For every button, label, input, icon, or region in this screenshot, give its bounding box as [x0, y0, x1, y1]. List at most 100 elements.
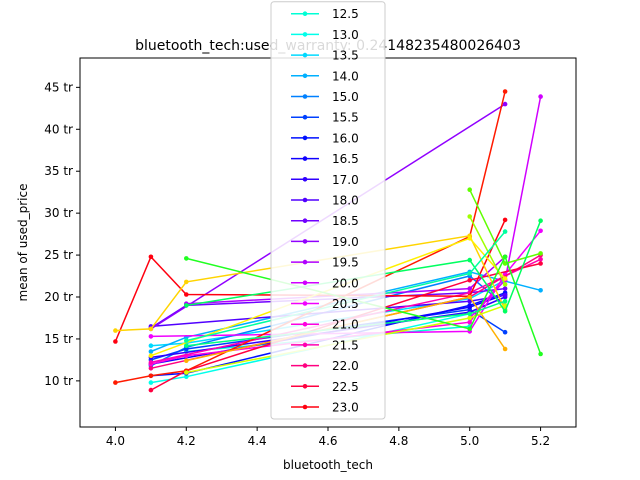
y-tick-label: 30 tr — [44, 206, 73, 220]
data-point — [502, 293, 508, 298]
data-point — [502, 298, 508, 304]
legend-item: 21.5 — [291, 338, 359, 352]
legend-item: 16.5 — [291, 152, 359, 166]
legend-label: 20.5 — [332, 297, 359, 311]
legend-marker — [302, 239, 308, 244]
legend-label: 13.0 — [332, 28, 359, 42]
series-unlabeled-25 — [467, 214, 508, 287]
data-point — [467, 257, 473, 263]
data-point — [538, 257, 543, 262]
x-tick-label: 4.6 — [318, 434, 337, 448]
x-axis-label: bluetooth_tech — [283, 458, 373, 472]
data-point — [538, 94, 543, 99]
y-tick-label: 10 tr — [44, 374, 73, 388]
data-point — [148, 387, 154, 393]
data-point — [502, 346, 508, 352]
legend-item: 20.0 — [291, 276, 359, 290]
legend-marker — [302, 342, 308, 348]
legend-marker — [302, 363, 308, 368]
legend-item: 12.5 — [291, 7, 359, 21]
y-tick-label: 20 tr — [44, 290, 73, 304]
data-point — [148, 334, 154, 339]
y-tick-label: 15 tr — [44, 332, 73, 346]
data-point — [467, 286, 473, 291]
series-unlabeled-26 — [467, 187, 543, 266]
data-point — [467, 277, 473, 283]
legend-item: 19.5 — [291, 256, 359, 270]
legend-label: 16.5 — [332, 152, 359, 166]
legend-item: 14.0 — [291, 69, 359, 83]
series-line — [469, 216, 506, 285]
x-tick-label: 5.0 — [460, 434, 479, 448]
legend-label: 21.5 — [332, 338, 359, 352]
data-point — [502, 286, 508, 291]
legend: 12.5 13.0 13.5 14.0 15.0 15.5 16.0 16.5 17.0 18.0… — [270, 1, 386, 420]
legend-label: 14.0 — [332, 69, 359, 83]
data-point — [184, 358, 189, 364]
legend-marker — [302, 156, 308, 161]
legend-label: 19.0 — [332, 235, 359, 249]
data-point — [502, 101, 508, 107]
legend-item: 19.0 — [291, 235, 359, 249]
data-point — [538, 251, 543, 256]
data-point — [184, 346, 189, 352]
legend-label: 13.5 — [332, 49, 359, 63]
data-point — [538, 261, 543, 266]
legend-marker — [302, 94, 308, 99]
data-point — [502, 329, 508, 335]
data-point — [467, 214, 473, 219]
x-tick-label: 5.2 — [531, 434, 550, 448]
data-point — [148, 380, 154, 385]
data-point — [184, 279, 189, 285]
data-point — [467, 187, 473, 192]
data-point — [538, 288, 543, 293]
legend-item: 15.0 — [291, 90, 359, 104]
x-tick-label: 4.4 — [248, 434, 267, 448]
y-tick-label: 40 tr — [44, 122, 73, 136]
data-point — [467, 294, 473, 300]
y-tick-label: 45 tr — [44, 80, 73, 94]
legend-item: 16.0 — [291, 131, 359, 145]
data-point — [467, 319, 473, 325]
data-point — [184, 343, 189, 349]
legend-marker — [302, 197, 308, 203]
legend-item: 13.5 — [291, 49, 359, 63]
data-point — [467, 298, 473, 304]
legend-label: 12.5 — [332, 7, 359, 21]
legend-item: 15.5 — [291, 111, 359, 125]
data-point — [113, 339, 118, 344]
data-point — [467, 271, 473, 276]
y-tick-label: 25 tr — [44, 248, 73, 262]
y-tick-label: 35 tr — [44, 164, 73, 178]
data-point — [184, 292, 189, 297]
data-point — [148, 326, 154, 332]
x-tick-label: 4.0 — [106, 434, 125, 448]
data-point — [467, 304, 473, 310]
legend-item: 13.0 — [291, 28, 359, 42]
data-point — [148, 360, 154, 365]
data-point — [148, 343, 154, 349]
data-point — [502, 89, 508, 94]
data-point — [184, 338, 189, 343]
legend-label: 18.5 — [332, 214, 359, 228]
data-point — [467, 315, 473, 321]
legend-marker — [302, 404, 308, 410]
data-point — [538, 218, 543, 223]
data-point — [502, 309, 508, 314]
data-point — [502, 276, 508, 281]
data-point — [184, 303, 189, 308]
legend-label: 20.0 — [332, 276, 359, 290]
legend-label: 22.0 — [332, 359, 359, 373]
legend-label: 15.0 — [332, 90, 359, 104]
x-tick-label: 4.2 — [177, 434, 196, 448]
legend-item: 22.0 — [291, 359, 359, 373]
data-point — [538, 228, 543, 234]
data-point — [148, 373, 154, 379]
legend-item: 17.0 — [291, 173, 359, 187]
y-axis-label: mean of used_price — [16, 184, 30, 302]
data-point — [467, 326, 473, 332]
legend-label: 21.0 — [332, 318, 359, 332]
legend-marker — [302, 11, 308, 16]
data-point — [502, 261, 508, 266]
